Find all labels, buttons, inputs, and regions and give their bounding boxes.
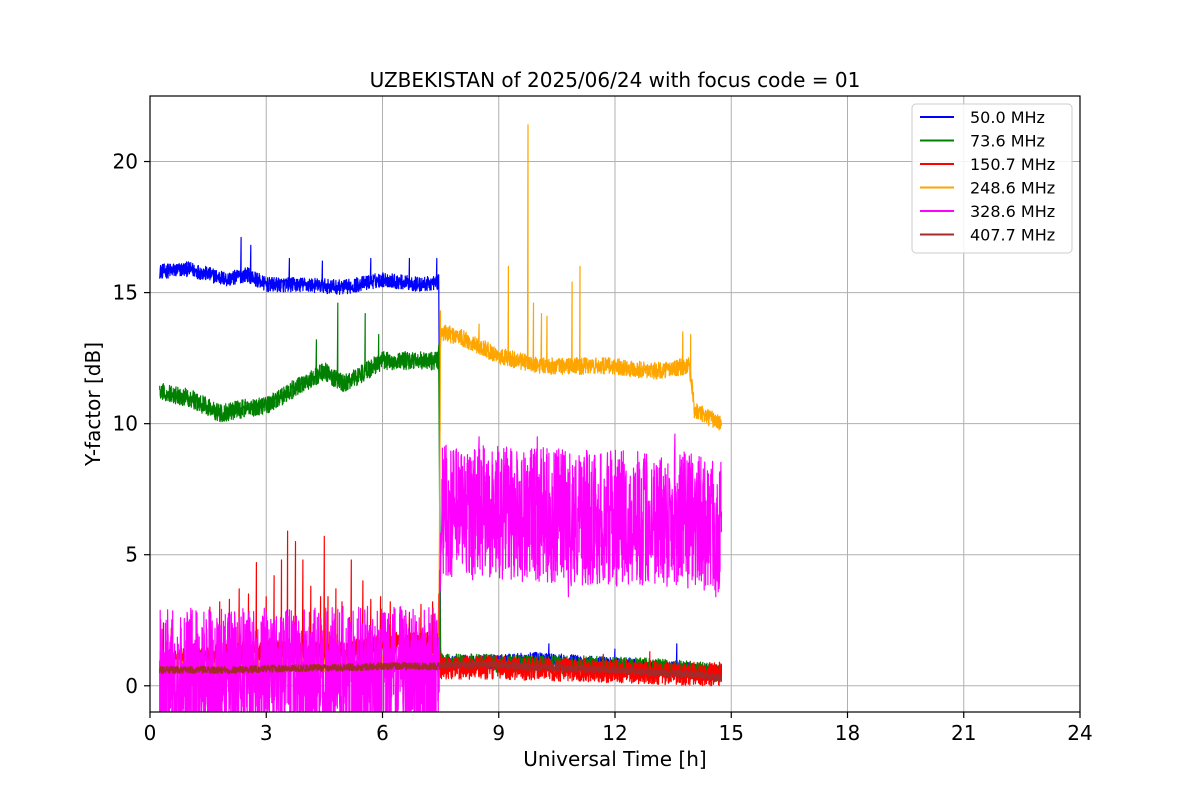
- x-tick-label: 24: [1067, 721, 1092, 745]
- y-tick-label: 15: [113, 281, 138, 305]
- y-tick-label: 5: [125, 543, 138, 567]
- legend-label: 150.7 MHz: [970, 155, 1055, 174]
- x-tick-label: 9: [492, 721, 505, 745]
- legend: 50.0 MHz 73.6 MHz 150.7 MHz 248.6 MHz 328.6…: [911, 103, 1073, 254]
- x-tick-label: 3: [260, 721, 273, 745]
- x-tick-label: 12: [602, 721, 627, 745]
- x-tick-label: 6: [376, 721, 389, 745]
- y-tick-label: 0: [125, 674, 138, 698]
- series-line: [159, 433, 722, 712]
- chart-title: UZBEKISTAN of 2025/06/24 with focus code…: [370, 68, 861, 92]
- legend-label: 73.6 MHz: [970, 132, 1045, 151]
- legend-label: 407.7 MHz: [970, 226, 1055, 245]
- x-axis-label: Universal Time [h]: [523, 747, 706, 771]
- series-layer: [159, 124, 722, 712]
- legend-label: 328.6 MHz: [970, 202, 1055, 221]
- y-axis-label: Y-factor [dB]: [81, 342, 105, 467]
- x-tick-label: 15: [719, 721, 744, 745]
- x-tick-label: 21: [951, 721, 976, 745]
- x-axis: 0 3 6 9 12 15 18 21 24: [144, 712, 1093, 745]
- x-tick-label: 0: [144, 721, 157, 745]
- x-tick-label: 18: [835, 721, 860, 745]
- legend-label: 248.6 MHz: [970, 179, 1055, 198]
- y-tick-label: 10: [113, 412, 138, 436]
- y-axis: 0 5 10 15 20: [113, 150, 150, 698]
- series-line: [159, 660, 722, 682]
- legend-label: 50.0 MHz: [970, 108, 1045, 127]
- y-tick-label: 20: [113, 150, 138, 174]
